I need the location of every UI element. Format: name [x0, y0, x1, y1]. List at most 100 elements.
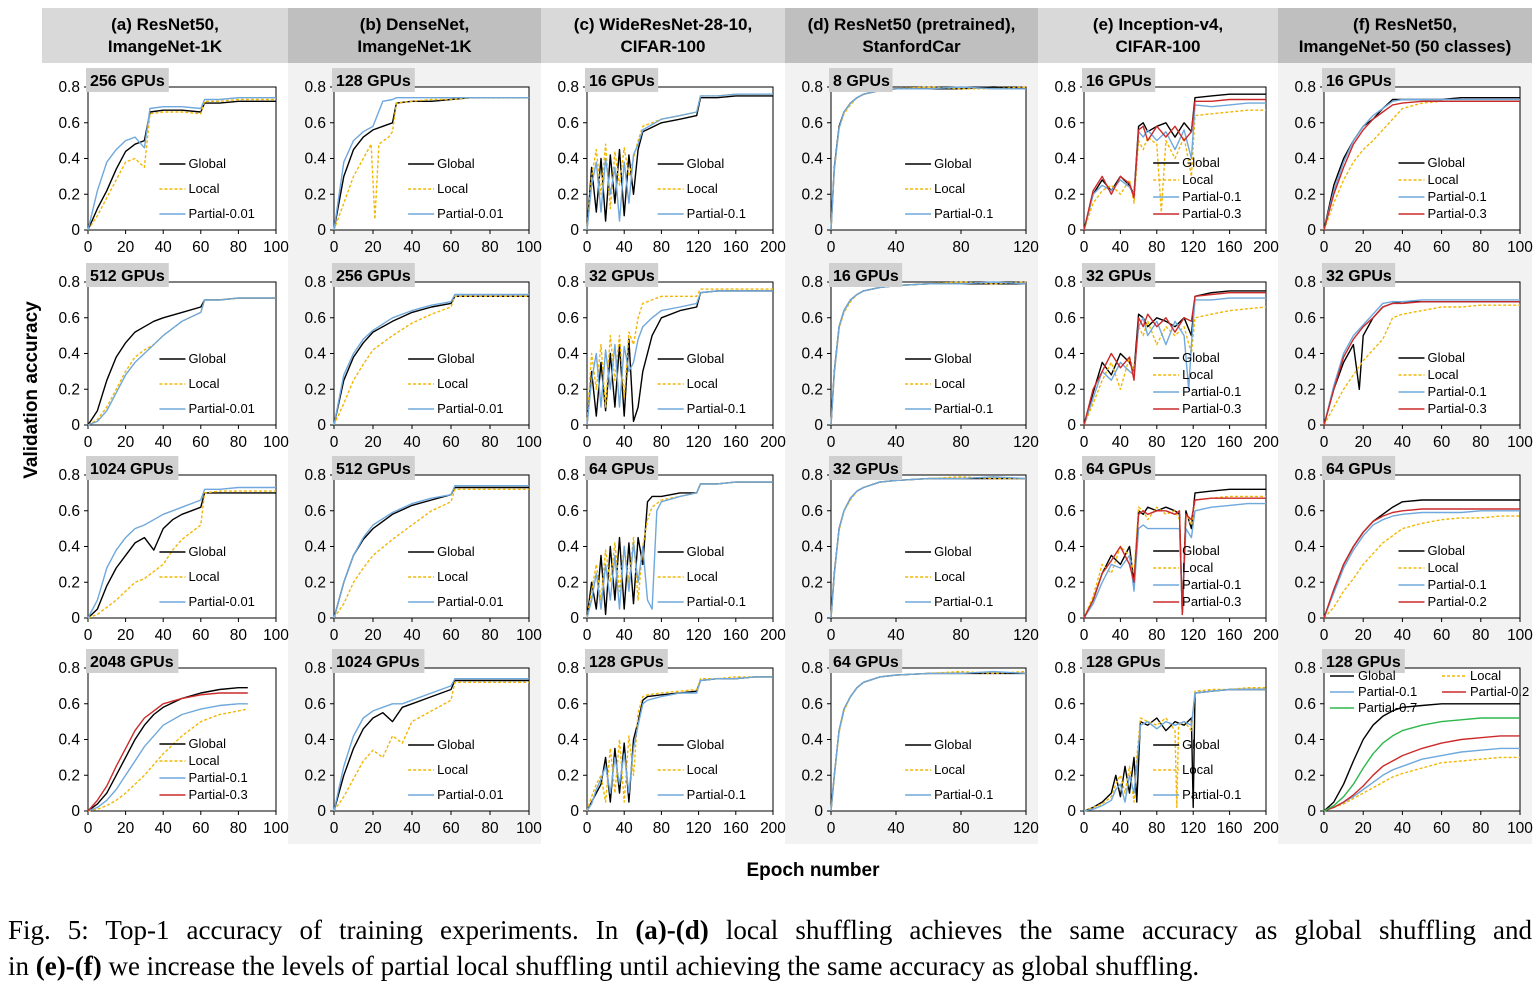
y-tick-label: 0.2	[801, 574, 823, 591]
gpu-count-label: 256 GPUs	[90, 73, 165, 90]
series-local	[333, 488, 529, 619]
y-tick-label: 0	[570, 417, 579, 434]
legend-entry: Partial-0.1	[1182, 384, 1241, 399]
panel-e-inception-v4-128-gpus: 0 0.2 0.4 0.6 0.8 0 40 80 120 160 200 128 GPUs Globa…	[1054, 649, 1279, 837]
x-tick-label: 20	[117, 627, 135, 644]
panel-c-wideresnet-28-10-32-gpus: 0 0.2 0.4 0.6 0.8 0 40 80 120 160 200 32 GPUs Global…	[557, 263, 786, 451]
x-tick-label: 20	[364, 820, 382, 837]
y-tick-label: 0.2	[1294, 767, 1316, 784]
plot-area	[830, 281, 1027, 426]
column-header: (e) Inception-v4, CIFAR-100	[1038, 8, 1278, 63]
series-partial-0-1	[830, 476, 1027, 619]
column-header: (b) DenseNet, ImangeNet-1K	[288, 8, 541, 63]
series-local	[1323, 515, 1520, 619]
x-tick-label: 160	[723, 434, 749, 451]
legend-entry: Local	[437, 376, 468, 391]
x-tick-label: 60	[1433, 627, 1451, 644]
y-tick-label: 0.8	[1294, 660, 1316, 677]
legend-entry: Partial-0.01	[437, 594, 503, 609]
y-tick-label: 0.6	[1054, 696, 1076, 713]
x-tick-label: 0	[583, 627, 592, 644]
series-partial-0-1	[830, 281, 1027, 426]
gpu-label-bg	[829, 263, 903, 287]
x-tick-label: 0	[1320, 434, 1329, 451]
x-tick-label: 20	[1355, 820, 1373, 837]
y-tick-label: 0.4	[557, 732, 579, 749]
x-tick-label: 60	[442, 239, 460, 256]
legend-entry: Partial-0.01	[188, 594, 254, 609]
series-partial-0-1	[1083, 502, 1266, 619]
x-tick-label: 0	[827, 627, 836, 644]
x-tick-label: 0	[1080, 820, 1089, 837]
y-tick-label: 0.4	[1054, 151, 1076, 168]
y-tick-label: 0	[1067, 803, 1076, 820]
gpu-count-label: 64 GPUs	[1086, 461, 1152, 478]
y-tick-label: 0.6	[557, 696, 579, 713]
legend-entry: Local	[1182, 367, 1213, 382]
gpu-count-label: 512 GPUs	[90, 268, 165, 285]
x-tick-label: 100	[263, 820, 289, 837]
x-tick-label: 160	[723, 627, 749, 644]
x-tick-label: 100	[263, 239, 289, 256]
y-tick-label: 0	[814, 803, 823, 820]
y-tick-label: 0.4	[801, 346, 823, 363]
panel-b-densenet-128-gpus: 0 0.2 0.4 0.6 0.8 0 20 40 60 80 100 128 GPUs Global L…	[304, 68, 542, 256]
gpu-count-label: 32 GPUs	[1086, 268, 1152, 285]
x-tick-label: 60	[192, 627, 210, 644]
y-tick-label: 0.8	[58, 660, 80, 677]
y-tick-label: 0.6	[304, 503, 326, 520]
x-tick-label: 20	[364, 434, 382, 451]
y-tick-label: 0.6	[1054, 503, 1076, 520]
y-tick-label: 0.2	[1054, 186, 1076, 203]
legend-entry: Local	[687, 762, 718, 777]
legend-entry: Partial-0.1	[1182, 577, 1241, 592]
plot-area	[333, 667, 530, 812]
legend-entry: Global	[188, 156, 226, 171]
x-tick-label: 0	[1320, 820, 1329, 837]
x-tick-label: 0	[827, 239, 836, 256]
y-tick-label: 0.4	[1294, 732, 1316, 749]
legend-entry: Local	[1182, 762, 1213, 777]
legend-entry: Partial-0.1	[934, 206, 993, 221]
legend-entry: Partial-0.1	[1427, 577, 1486, 592]
series-partial-0-1	[1083, 297, 1266, 426]
x-tick-label: 40	[616, 434, 634, 451]
column-header-line: (a) ResNet50,	[111, 15, 219, 34]
plot-area	[87, 667, 277, 812]
legend-entry: Local	[687, 181, 718, 196]
legend-entry: Global	[934, 544, 972, 559]
x-tick-label: 120	[686, 820, 712, 837]
series-local	[586, 288, 773, 426]
legend-entry: Partial-0.01	[437, 206, 503, 221]
column-header-bg	[541, 8, 785, 63]
y-tick-label: 0.2	[801, 767, 823, 784]
gpu-label-bg	[1322, 649, 1405, 673]
gpu-label-bg	[1082, 263, 1156, 287]
x-tick-label: 80	[1472, 239, 1490, 256]
gpu-label-bg	[332, 456, 415, 480]
legend-entry: Local	[188, 376, 219, 391]
y-tick-label: 0	[814, 417, 823, 434]
series-partial-0-01	[87, 96, 276, 231]
y-tick-label: 0.6	[557, 115, 579, 132]
column-header: (d) ResNet50 (pretrained), StanfordCar	[785, 8, 1038, 63]
series-local	[1323, 756, 1520, 812]
panel-e-inception-v4-64-gpus: 0 0.2 0.4 0.6 0.8 0 40 80 120 160 200 64 GPUs Global…	[1054, 456, 1279, 644]
y-tick-label: 0.8	[1294, 274, 1316, 291]
x-tick-label: 120	[1180, 239, 1206, 256]
column-header-line: (f) ResNet50,	[1353, 15, 1457, 34]
legend-entry: Global	[1427, 350, 1465, 365]
panel-b-densenet-256-gpus: 0 0.2 0.4 0.6 0.8 0 20 40 60 80 100 256 GPUs Global L…	[304, 263, 542, 451]
column-header-bg	[42, 8, 288, 63]
series-local	[1323, 100, 1520, 231]
column-header-line: ImangeNet-1K	[357, 37, 472, 56]
legend-entry: Partial-0.01	[437, 401, 503, 416]
x-tick-label: 40	[155, 627, 173, 644]
x-tick-label: 120	[1180, 820, 1206, 837]
series-local	[586, 676, 773, 812]
column-header-line: ImangeNet-1K	[108, 37, 223, 56]
column-header-line: (d) ResNet50 (pretrained),	[808, 15, 1016, 34]
series-local	[87, 490, 276, 619]
x-tick-label: 120	[1013, 627, 1039, 644]
x-tick-label: 160	[723, 820, 749, 837]
